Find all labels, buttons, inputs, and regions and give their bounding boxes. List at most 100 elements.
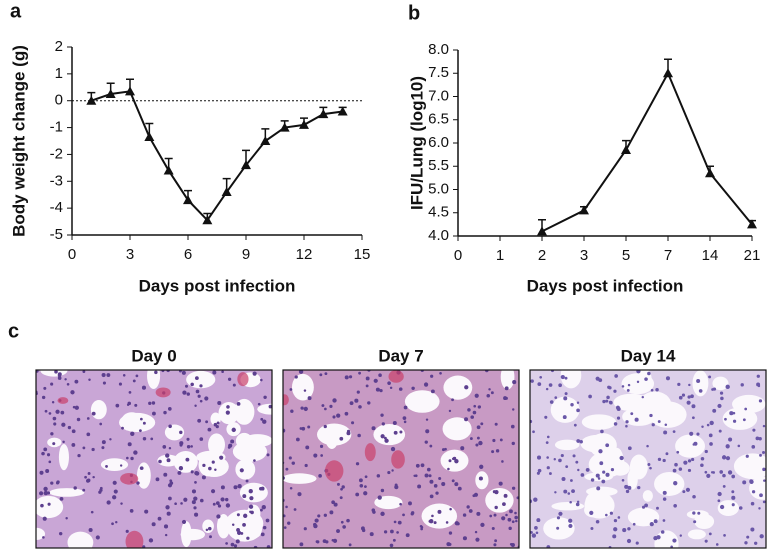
nucleus [569,501,572,504]
nucleus [561,476,566,481]
nucleus [679,534,682,537]
nucleus [429,444,433,448]
nucleus [510,543,515,548]
blood [120,472,139,485]
nucleus [438,476,442,480]
nucleus [379,388,383,393]
alveolus [164,424,185,441]
x-tick-label: 3 [580,247,588,264]
y-tick-label: 4.0 [428,227,449,244]
nucleus [205,528,209,532]
nucleus [672,538,677,543]
nucleus [230,542,235,547]
nucleus [548,472,552,475]
nucleus [373,378,378,383]
nucleus [130,456,134,461]
nucleus [762,467,766,472]
nucleus [763,479,766,482]
nucleus [399,502,402,506]
nucleus [358,405,362,409]
nucleus [158,459,162,464]
alveolus [208,433,225,456]
nucleus [177,470,182,475]
nucleus [742,480,747,485]
nucleus [67,425,72,430]
nucleus [333,502,338,507]
nucleus [46,453,51,457]
nucleus [632,522,636,526]
nucleus [227,377,232,381]
nucleus [346,518,350,523]
nucleus [194,512,199,517]
nucleus [665,376,671,381]
nucleus [571,489,575,494]
nucleus [324,372,328,376]
nucleus [617,516,621,519]
nucleus [613,527,618,532]
nucleus [490,391,494,395]
nucleus [670,545,673,548]
image-border [282,369,520,549]
nucleus [202,463,206,468]
nucleus [722,473,726,478]
nucleus [260,532,265,537]
nucleus [649,466,652,470]
nucleus [322,539,327,544]
nucleus [150,437,154,441]
nucleus [219,455,224,460]
alveolus [316,423,352,446]
alveolus [675,434,705,458]
nucleus [205,420,209,424]
nucleus [504,386,509,391]
alveolus [500,370,515,390]
nucleus [704,470,708,474]
nucleus [554,396,558,399]
nucleus [142,545,146,548]
nucleus [626,388,630,392]
nucleus [460,446,465,451]
tissue [530,370,766,548]
nucleus [209,535,212,539]
nucleus [405,533,410,538]
nucleus [514,511,517,515]
y-tick-label: 5.0 [428,180,449,197]
data-line [91,90,343,222]
nucleus [289,388,293,391]
nucleus [101,446,105,450]
nucleus [120,502,123,505]
nucleus [364,475,368,479]
nucleus [95,535,100,540]
alveolus [554,439,580,451]
nucleus [475,537,480,542]
nucleus [217,401,222,406]
nucleus [233,544,238,548]
nucleus [546,435,550,439]
nucleus [605,513,608,517]
nucleus [191,500,196,505]
nucleus [252,371,257,376]
nucleus [709,442,713,446]
nucleus [369,532,374,537]
nucleus [403,405,408,410]
nucleus [750,527,755,532]
nucleus [316,540,320,544]
nucleus [181,519,187,524]
marker [163,165,174,175]
nucleus [48,460,52,464]
nucleus [636,370,641,374]
alveolus [550,396,580,423]
nucleus [493,513,497,517]
alveolus [67,531,94,548]
nucleus [303,389,307,392]
nucleus [627,485,632,490]
nucleus [709,420,714,426]
nucleus [430,389,435,394]
nucleus [718,429,722,433]
nucleus [564,392,568,396]
alveolus [733,453,766,480]
nucleus [403,420,407,424]
nucleus [225,497,229,502]
nucleus [168,446,172,450]
nucleus [346,429,351,434]
blood [155,387,171,398]
